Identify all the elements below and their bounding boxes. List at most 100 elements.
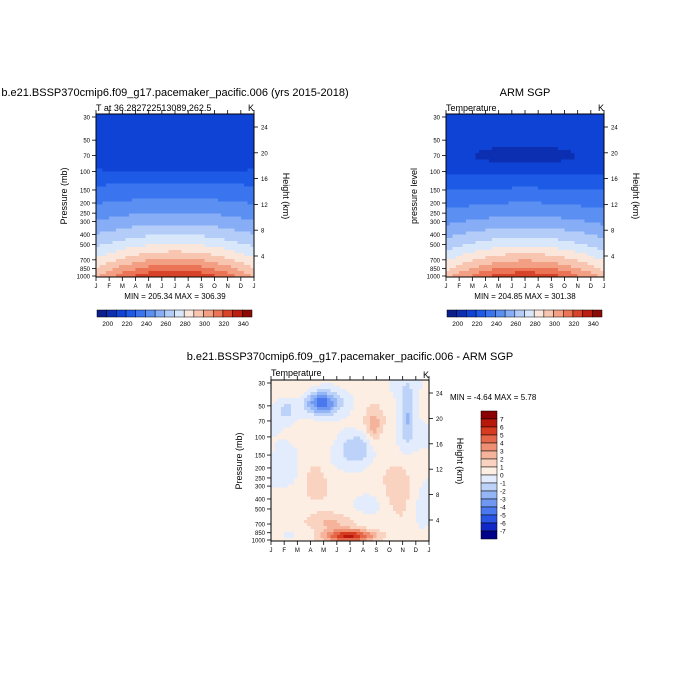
contour-cell [105,231,110,236]
contour-cell [577,147,582,151]
contour-cell [548,174,552,178]
contour-cell [452,255,457,260]
contour-cell [142,207,146,211]
contour-cell [485,132,490,136]
contour-cell [198,225,202,230]
contour-cell [151,171,156,175]
contour-cell [161,195,166,199]
contour-cell [138,171,143,175]
contour-cell [148,177,153,181]
contour-cell [561,201,565,205]
model-temperature-panel: b.e21.BSSP370cmip6.f09_g17.pacemaker_pac… [1,87,348,328]
contour-cell [472,153,477,157]
contour-cell [221,183,225,187]
contour-cell [600,207,605,211]
contour-cell [148,189,153,193]
contour-cell [125,141,130,145]
contour-cell [250,222,255,227]
contour-cell [125,129,130,133]
contour-cell [571,159,575,163]
contour-cell [165,186,169,190]
contour-cell [534,153,539,157]
contour-cell [138,177,143,181]
contour-cell [551,210,556,215]
contour-cell [465,195,470,199]
contour-cell [207,243,212,248]
contour-cell [455,129,460,133]
contour-cell [472,201,477,205]
contour-cell [244,240,248,245]
contour-cell [247,159,252,163]
contour-cell [165,168,169,172]
contour-cell [122,180,127,184]
contour-cell [525,189,529,193]
colorbar-box [183,309,195,318]
contour-cell [224,168,229,172]
contour-cell [175,183,179,187]
contour-cell [472,177,477,181]
contour-cell [214,264,219,269]
contour-cell [531,162,536,166]
contour-cell [165,156,169,160]
contour-cell [204,123,209,127]
contour-cell [594,222,598,227]
contour-cell [168,123,173,127]
contour-cell [492,165,496,169]
contour-cell [240,240,245,245]
contour-cell [125,132,130,136]
contour-cell [234,273,238,278]
contour-cell [505,138,509,142]
contour-cell [244,264,248,269]
contour-cell [194,138,199,142]
contour-cell [554,168,559,172]
contour-cell [99,186,103,190]
contour-cell [465,210,470,215]
contour-cell [214,192,219,196]
contour-cell [145,147,150,151]
contour-cell [594,198,598,202]
contour-cell [449,246,453,251]
contour-cell [165,255,169,260]
contour-cell [194,210,199,215]
contour-cell [188,249,192,254]
contour-cell [204,189,209,193]
contour-cell [142,123,146,127]
contour-cell [488,249,493,254]
contour-cell [465,204,470,208]
contour-cell [544,174,549,178]
contour-cell [138,165,143,169]
contour-cell [452,141,457,145]
contour-cell [528,195,532,199]
contour-cell [109,180,113,184]
contour-cell [171,201,176,205]
contour-cell [155,141,159,145]
contour-cell [525,204,529,208]
contour-cell [462,195,467,199]
contour-cell [554,150,559,154]
contour-cell [158,147,163,151]
contour-cell [184,153,189,157]
contour-cell [240,258,245,263]
contour-cell [217,207,222,211]
contour-fill [96,114,255,278]
contour-cell [495,222,500,227]
contour-cell [234,183,238,187]
contour-cell [112,159,117,163]
month-tick-label: J [174,284,177,290]
contour-cell [168,243,173,248]
contour-cell [122,189,127,193]
contour-cell [594,201,598,205]
contour-cell [247,165,252,169]
contour-cell [148,252,153,257]
contour-cell [138,258,143,263]
contour-cell [577,207,582,211]
contour-cell [518,192,523,196]
contour-cell [495,138,500,142]
contour-cell [230,135,235,139]
contour-cell [217,114,222,118]
contour-cell [538,240,542,245]
contour-cell [597,114,602,118]
contour-cell [132,252,136,257]
contour-cell [175,270,179,275]
height-tick-label: 20 [261,151,268,157]
